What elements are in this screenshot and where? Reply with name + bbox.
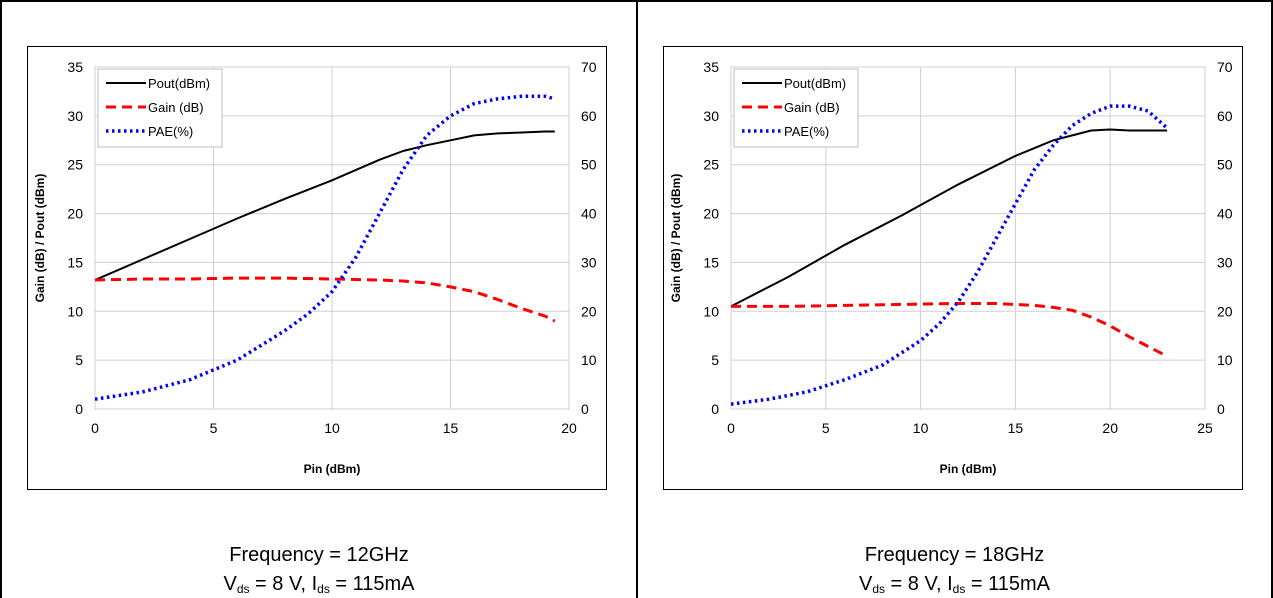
y-tick-label: 35 <box>67 59 83 75</box>
vds-value: = 8 V, <box>885 573 948 595</box>
chart-12ghz: 0 5 10 15 20 25 30 35 0 10 20 30 40 50 60 70 0 5 10 15 20 Pin… <box>33 59 597 476</box>
x-tick-label: 15 <box>1008 420 1024 436</box>
y2-tick-label: 30 <box>1217 254 1233 270</box>
chart-frame: 0 5 10 15 20 25 30 35 0 10 20 30 40 50 60 70 0 5 10 15 20 Pin… <box>27 46 607 490</box>
y2-tick-label: 40 <box>1217 206 1233 222</box>
y-tick-label: 25 <box>67 157 83 173</box>
y-axis-title: Gain (dB) / Pout (dBm) <box>33 174 47 303</box>
legend-label: PAE(%) <box>148 124 193 139</box>
ids-value: = 115mA <box>329 573 415 595</box>
vds-subscript: ds <box>872 582 885 596</box>
legend-label: Gain (dB) <box>784 100 840 115</box>
x-tick-label: 10 <box>324 420 340 436</box>
y2-tick-label: 60 <box>581 108 597 124</box>
series-line-1 <box>731 302 1168 358</box>
y-tick-label: 5 <box>75 352 83 368</box>
legend-label: Gain (dB) <box>148 100 204 115</box>
plot-area-border <box>94 66 570 410</box>
y2-tick-label: 70 <box>581 59 597 75</box>
y-tick-label: 10 <box>67 303 83 319</box>
y-tick-label: 5 <box>711 352 719 368</box>
ids-subscript: ds <box>952 582 966 596</box>
chart-panel-18ghz: 0 5 10 15 20 25 30 35 0 10 20 30 40 50 60 70 0 5 10 15 20 25 P… <box>637 0 1273 598</box>
y2-tick-label: 70 <box>1217 59 1233 75</box>
y-tick-label: 0 <box>75 401 83 417</box>
x-tick-label: 25 <box>1197 420 1213 436</box>
y-tick-label: 20 <box>67 206 83 222</box>
ids-subscript: ds <box>317 582 330 596</box>
y2-tick-label: 40 <box>581 206 597 222</box>
y-tick-label: 15 <box>67 254 83 270</box>
y-tick-label: 35 <box>703 59 719 75</box>
x-tick-label: 15 <box>443 420 459 436</box>
legend-label: Pout(dBm) <box>784 76 846 91</box>
y-tick-label: 10 <box>703 303 719 319</box>
x-axis-title: Pin (dBm) <box>304 462 361 476</box>
y-tick-label: 30 <box>703 108 719 124</box>
ids-symbol: I <box>947 573 953 595</box>
series-line-0 <box>94 130 555 281</box>
legend-label: PAE(%) <box>784 124 829 139</box>
x-tick-label: 20 <box>1102 420 1118 436</box>
chart-frame: 0 5 10 15 20 25 30 35 0 10 20 30 40 50 60 70 0 5 10 15 20 25 P… <box>663 46 1243 490</box>
series-line-0 <box>730 128 1168 308</box>
chart-panel-12ghz: 0 5 10 15 20 25 30 35 0 10 20 30 40 50 60 70 0 5 10 15 20 Pin… <box>0 0 637 598</box>
chart-18ghz: 0 5 10 15 20 25 30 35 0 10 20 30 40 50 60 70 0 5 10 15 20 25 P… <box>669 59 1233 476</box>
vds-subscript: ds <box>236 582 250 596</box>
frequency-caption: Frequency = 12GHz <box>229 544 409 566</box>
y-axis-title: Gain (dB) / Pout (dBm) <box>669 174 683 303</box>
y-tick-label: 0 <box>711 401 719 417</box>
y-tick-label: 15 <box>703 254 719 270</box>
bias-caption: Vds = 8 V, Ids = 115mA <box>2 572 636 596</box>
x-tick-label: 0 <box>91 420 99 436</box>
y2-tick-label: 10 <box>1217 352 1233 368</box>
x-axis-title: Pin (dBm) <box>940 462 997 476</box>
vds-symbol: V <box>223 573 237 595</box>
y2-tick-label: 50 <box>581 157 597 173</box>
y2-tick-label: 0 <box>581 401 589 417</box>
vds-value: = 8 V, <box>249 573 312 595</box>
legend-label: Pout(dBm) <box>148 76 210 91</box>
plot-area-border <box>730 66 1206 410</box>
y-tick-label: 25 <box>703 157 719 173</box>
series-line-1 <box>94 276 556 323</box>
y2-tick-label: 20 <box>581 303 597 319</box>
vds-symbol: V <box>858 573 873 595</box>
y-tick-label: 30 <box>67 108 83 124</box>
y2-tick-label: 60 <box>1217 108 1233 124</box>
y2-tick-label: 30 <box>581 254 597 270</box>
y2-tick-label: 0 <box>1217 401 1225 417</box>
series-line-2 <box>94 94 556 401</box>
frequency-caption: Frequency = 18GHz <box>864 544 1045 566</box>
y2-tick-label: 10 <box>581 352 597 368</box>
x-tick-label: 5 <box>822 420 830 436</box>
x-tick-label: 10 <box>913 420 929 436</box>
y-tick-label: 20 <box>703 206 719 222</box>
y2-tick-label: 20 <box>1217 303 1233 319</box>
x-tick-label: 5 <box>210 420 218 436</box>
x-tick-label: 20 <box>561 420 577 436</box>
y2-tick-label: 50 <box>1217 157 1233 173</box>
ids-symbol: I <box>311 573 318 595</box>
x-tick-label: 0 <box>727 420 735 436</box>
series-line-2 <box>730 104 1169 406</box>
ids-value: = 115mA <box>965 573 1051 595</box>
bias-caption: Vds = 8 V, Ids = 115mA <box>638 572 1271 596</box>
